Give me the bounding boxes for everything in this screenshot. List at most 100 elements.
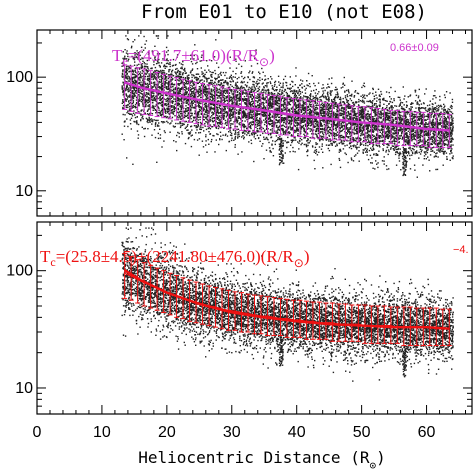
data-point xyxy=(207,88,209,90)
data-point xyxy=(192,99,195,101)
data-point xyxy=(233,97,235,100)
data-point xyxy=(211,94,213,96)
data-point xyxy=(298,89,301,91)
data-point xyxy=(272,103,274,105)
data-point xyxy=(157,111,159,114)
chart-title: From E01 to E10 (not E08) xyxy=(141,1,427,23)
data-point xyxy=(243,131,245,133)
data-point xyxy=(285,109,287,111)
data-point xyxy=(230,119,232,122)
data-point xyxy=(213,123,215,126)
data-point xyxy=(244,103,247,105)
data-point xyxy=(228,77,231,79)
data-point xyxy=(223,102,225,104)
data-point xyxy=(271,96,274,98)
data-point xyxy=(248,92,251,95)
data-point xyxy=(332,132,335,134)
data-point xyxy=(250,91,253,93)
data-point xyxy=(333,99,336,101)
data-point xyxy=(315,104,317,107)
data-point xyxy=(319,96,321,99)
data-point xyxy=(284,152,286,154)
data-point xyxy=(301,110,303,112)
data-point xyxy=(298,108,300,111)
data-point xyxy=(264,108,267,110)
data-point xyxy=(299,133,302,135)
data-point xyxy=(322,92,325,94)
data-point xyxy=(313,106,315,108)
data-point xyxy=(303,109,306,112)
data-point xyxy=(244,89,246,91)
data-point xyxy=(161,111,164,113)
data-point xyxy=(185,126,187,128)
data-point xyxy=(312,95,314,98)
data-point xyxy=(210,75,212,78)
data-point xyxy=(138,81,140,84)
data-point xyxy=(237,97,239,100)
data-point xyxy=(148,92,150,95)
data-point xyxy=(159,76,161,78)
data-point xyxy=(284,140,286,142)
data-point xyxy=(176,111,179,113)
data-point xyxy=(159,93,162,95)
data-point xyxy=(309,119,311,121)
data-point xyxy=(135,80,138,83)
data-point xyxy=(251,93,253,96)
data-point xyxy=(232,93,235,95)
data-point xyxy=(271,116,273,118)
data-point xyxy=(129,92,132,94)
data-point xyxy=(255,49,257,51)
data-point xyxy=(199,118,201,121)
data-point xyxy=(155,122,157,124)
data-point xyxy=(179,83,181,85)
data-point xyxy=(184,114,186,116)
data-point xyxy=(294,151,296,153)
data-point xyxy=(173,110,175,113)
data-point xyxy=(142,85,144,88)
data-point xyxy=(282,155,284,157)
data-point xyxy=(218,119,220,121)
data-point xyxy=(262,115,265,117)
data-point xyxy=(307,100,310,102)
data-point xyxy=(270,82,272,85)
data-point xyxy=(146,120,148,123)
data-point xyxy=(229,109,232,111)
data-point xyxy=(232,76,234,78)
data-point xyxy=(334,100,336,102)
data-point xyxy=(215,117,218,119)
data-point xyxy=(261,121,263,124)
data-point xyxy=(196,73,198,75)
data-point xyxy=(161,72,164,74)
data-point xyxy=(277,109,279,112)
data-point xyxy=(271,85,273,87)
data-point xyxy=(326,128,328,131)
data-point xyxy=(138,77,140,79)
data-point xyxy=(164,84,166,86)
data-point xyxy=(170,85,172,88)
data-point xyxy=(303,143,305,146)
data-point xyxy=(204,90,207,92)
data-point xyxy=(147,105,149,107)
data-point xyxy=(170,122,172,124)
data-point xyxy=(144,112,146,114)
data-point xyxy=(293,91,295,93)
data-point xyxy=(174,64,176,66)
data-point xyxy=(253,77,256,79)
data-point xyxy=(256,95,258,97)
data-point xyxy=(134,67,137,70)
data-point xyxy=(173,105,175,108)
data-point xyxy=(180,99,182,101)
data-point xyxy=(257,83,259,85)
data-point xyxy=(184,67,186,70)
data-point xyxy=(255,132,257,134)
data-point xyxy=(258,94,260,96)
data-point xyxy=(245,115,247,117)
data-point xyxy=(224,80,227,82)
data-point xyxy=(246,95,248,97)
data-point xyxy=(222,88,224,90)
data-point xyxy=(210,74,212,76)
data-point xyxy=(210,83,212,85)
data-point xyxy=(198,103,200,106)
data-point xyxy=(324,108,326,110)
data-point xyxy=(274,130,276,132)
